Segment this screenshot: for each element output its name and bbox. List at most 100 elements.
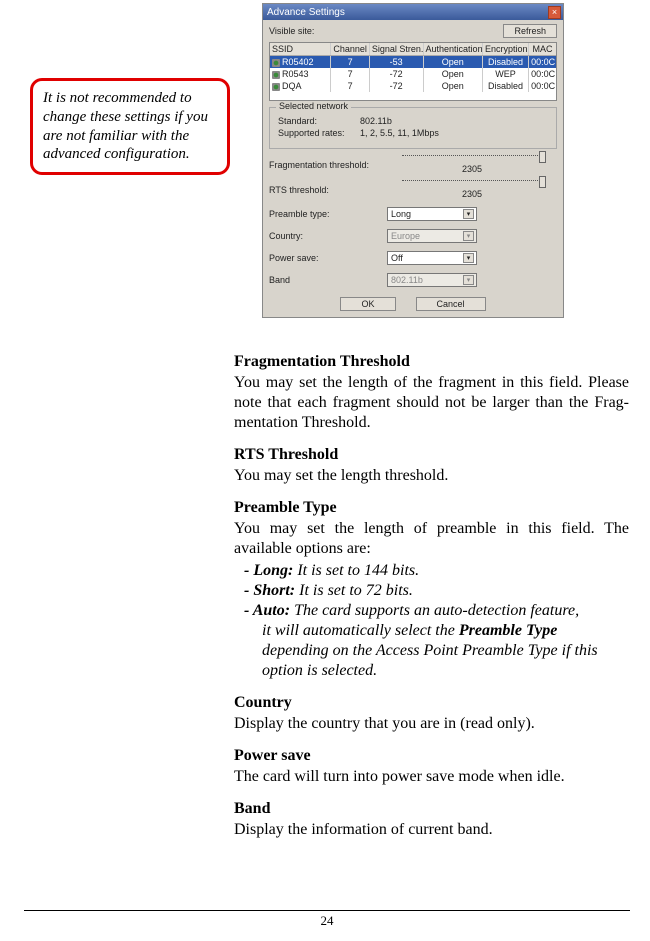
chevron-down-icon: ▾ <box>463 209 474 219</box>
cell-auth: Open <box>424 80 483 92</box>
band-label: Band <box>269 275 387 285</box>
cell-mac: 00:0C <box>529 80 556 92</box>
rts-body: You may set the length threshold. <box>234 466 629 486</box>
preamble-select[interactable]: Long ▾ <box>387 207 477 221</box>
fragmentation-row: Fragmentation threshold: 2305 <box>269 155 557 174</box>
opt-auto-body-4: option is selected. <box>262 661 629 681</box>
fragmentation-label: Fragmentation threshold: <box>269 160 387 170</box>
cell-auth: Open <box>424 56 483 68</box>
col-channel[interactable]: Channel <box>331 43 369 55</box>
cell-mac: 00:0C <box>529 56 556 68</box>
preamble-heading: Preamble Type <box>234 498 629 518</box>
cell-ch: 7 <box>331 80 369 92</box>
content: Fragmentation Threshold You may set the … <box>234 352 629 842</box>
country-body: Display the country that you are in (rea… <box>234 714 629 734</box>
col-auth[interactable]: Authentication <box>424 43 483 55</box>
cell-mac: 00:0C <box>529 68 556 80</box>
group-legend: Selected network <box>276 101 351 111</box>
network-icon <box>272 59 280 67</box>
opt-auto-body-3: depending on the Access Point Preamble T… <box>262 641 629 661</box>
network-icon <box>272 71 280 79</box>
opt-short-body: It is set to 72 bits. <box>295 582 413 599</box>
refresh-button[interactable]: Refresh <box>503 24 557 38</box>
opt-auto-body-2b: Preamble Type <box>459 622 557 639</box>
table-header: SSID Channel Signal Stren.. Authenticati… <box>270 43 556 56</box>
opt-auto-head: - Auto: <box>244 602 290 619</box>
rts-slider[interactable] <box>402 180 542 188</box>
country-heading: Country <box>234 693 629 713</box>
standard-label: Standard: <box>278 116 360 126</box>
country-value: Europe <box>391 231 420 241</box>
country-select: Europe ▾ <box>387 229 477 243</box>
col-signal[interactable]: Signal Stren.. <box>370 43 424 55</box>
cell-sig: -53 <box>370 56 424 68</box>
chevron-down-icon: ▾ <box>463 231 474 241</box>
slider-thumb-icon[interactable] <box>539 176 546 188</box>
power-select[interactable]: Off ▾ <box>387 251 477 265</box>
band-select: 802.11b ▾ <box>387 273 477 287</box>
opt-auto-body-1: The card supports an auto-detection feat… <box>290 602 579 619</box>
chevron-down-icon: ▾ <box>463 275 474 285</box>
opt-short-head: - Short: <box>244 582 295 599</box>
band-value: 802.11b <box>391 275 423 285</box>
opt-long-body: It is set to 144 bits. <box>293 562 419 579</box>
cell-ssid: R05402 <box>282 57 314 67</box>
advance-settings-dialog: Advance Settings × Visible site: Refresh… <box>262 3 564 318</box>
power-value: Off <box>391 253 403 263</box>
slider-thumb-icon[interactable] <box>539 151 546 163</box>
rts-label: RTS threshold: <box>269 185 387 195</box>
col-ssid[interactable]: SSID <box>270 43 331 55</box>
ok-button[interactable]: OK <box>340 297 395 311</box>
close-icon[interactable]: × <box>548 6 561 19</box>
standard-value: 802.11b <box>360 116 392 126</box>
cell-ssid: R0543 <box>282 69 309 79</box>
table-row[interactable]: DQA 7 -72 Open Disabled 00:0C <box>270 80 556 92</box>
rates-value: 1, 2, 5.5, 11, 1Mbps <box>360 128 439 138</box>
cell-auth: Open <box>424 68 483 80</box>
table-row[interactable]: R05402 7 -53 Open Disabled 00:0C <box>270 56 556 68</box>
cell-sig: -72 <box>370 80 424 92</box>
country-label: Country: <box>269 231 387 241</box>
table-row[interactable]: R0543 7 -72 Open WEP 00:0C <box>270 68 556 80</box>
network-icon <box>272 83 280 91</box>
cell-enc: Disabled <box>483 80 529 92</box>
cancel-button[interactable]: Cancel <box>416 297 486 311</box>
dialog-titlebar: Advance Settings × <box>263 4 563 20</box>
band-heading: Band <box>234 799 629 819</box>
page-number: 24 <box>321 913 334 928</box>
cell-ch: 7 <box>331 68 369 80</box>
visible-site-label: Visible site: <box>269 26 314 36</box>
col-enc[interactable]: Encryption <box>483 43 529 55</box>
band-body: Display the information of current band. <box>234 820 629 840</box>
col-mac[interactable]: MAC <box>529 43 556 55</box>
fragmentation-slider[interactable] <box>402 155 542 163</box>
fragmentation-value: 2305 <box>462 164 482 174</box>
networks-table: SSID Channel Signal Stren.. Authenticati… <box>269 42 557 101</box>
rts-value: 2305 <box>462 189 482 199</box>
cell-enc: Disabled <box>483 56 529 68</box>
rts-row: RTS threshold: 2305 <box>269 180 557 199</box>
cell-enc: WEP <box>483 68 529 80</box>
rates-label: Supported rates: <box>278 128 360 138</box>
power-label: Power save: <box>269 253 387 263</box>
preamble-label: Preamble type: <box>269 209 387 219</box>
preamble-body: You may set the length of preamble in th… <box>234 519 629 559</box>
opt-long-head: - Long: <box>244 562 293 579</box>
warning-callout-text: It is not recommended to change these se… <box>43 90 208 162</box>
rts-heading: RTS Threshold <box>234 445 629 465</box>
cell-ch: 7 <box>331 56 369 68</box>
selected-network-group: Selected network Standard: 802.11b Suppo… <box>269 107 557 149</box>
opt-auto-body-2a: it will automatically select the <box>262 622 459 639</box>
dialog-title: Advance Settings <box>267 7 345 18</box>
frag-body: You may set the length of the fragment i… <box>234 373 629 433</box>
power-body: The card will turn into power save mode … <box>234 767 629 787</box>
power-heading: Power save <box>234 746 629 766</box>
frag-heading: Fragmentation Threshold <box>234 352 629 372</box>
page-footer: 24 <box>24 910 630 929</box>
chevron-down-icon: ▾ <box>463 253 474 263</box>
preamble-options: - Long: It is set to 144 bits. - Short: … <box>244 561 629 681</box>
preamble-value: Long <box>391 209 411 219</box>
cell-sig: -72 <box>370 68 424 80</box>
warning-callout: It is not recommended to change these se… <box>30 78 230 175</box>
cell-ssid: DQA <box>282 81 302 91</box>
